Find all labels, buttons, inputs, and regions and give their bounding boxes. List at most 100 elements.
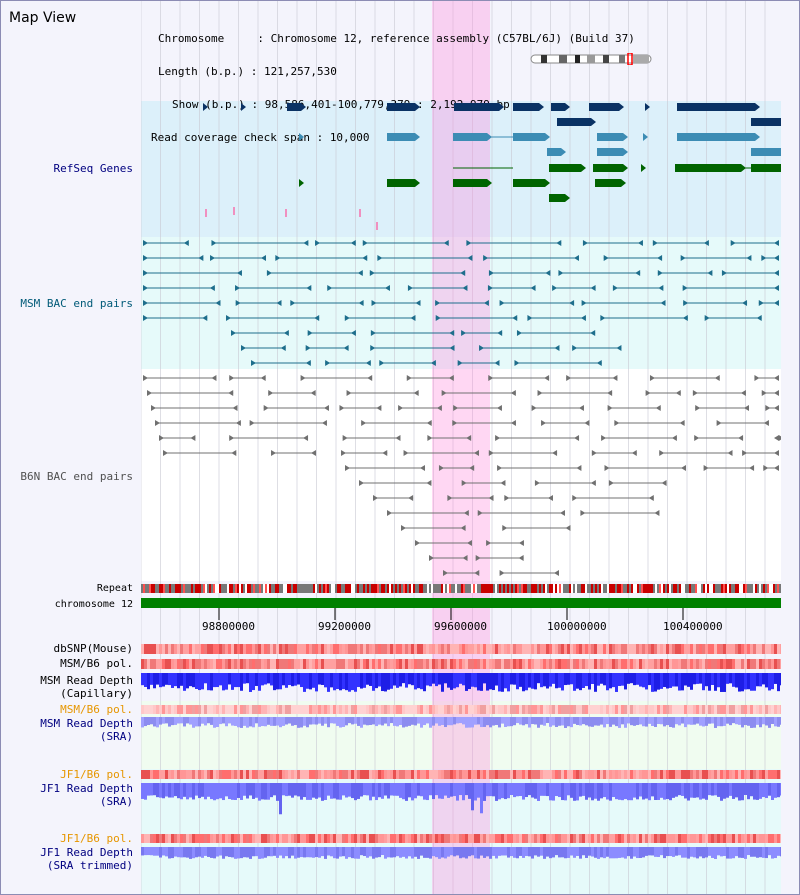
- repeat-mark: [499, 584, 501, 593]
- genome-tracks[interactable]: [141, 1, 781, 894]
- repeat-mark: [693, 584, 695, 593]
- track-label-msm-pol-2[interactable]: MSM/B6 pol.: [60, 703, 133, 716]
- jf1-pol-mark: [498, 770, 501, 779]
- jf1-pol-mark: [393, 770, 396, 779]
- jf1-pol-mark: [588, 770, 591, 779]
- jf1-pol-mark: [270, 770, 273, 779]
- jf1-pol-mark: [513, 770, 516, 779]
- jf1-depth-sra-bar: [498, 783, 501, 800]
- jf1-depth-sra-bar: [675, 783, 678, 797]
- repeat-mark: [773, 584, 775, 593]
- repeat-mark: [483, 584, 485, 593]
- jf1-depth-sra-bar: [318, 783, 321, 798]
- jf1-pol-mark: [738, 770, 741, 779]
- jf1-pol2-mark: [633, 834, 636, 843]
- jf1-pol-mark: [681, 770, 684, 779]
- msm-pol-mark: [282, 659, 285, 669]
- jf1-depth-trimmed-bar: [255, 847, 258, 857]
- jf1-pol2-mark: [402, 834, 405, 843]
- jf1-pol2-mark: [327, 834, 330, 843]
- dbsnp-mark: [204, 644, 207, 654]
- track-label-dbsnp[interactable]: dbSNP(Mouse): [53, 642, 133, 655]
- jf1-depth-trimmed-bar: [576, 847, 579, 856]
- repeat-mark: [339, 584, 341, 593]
- track-label-repeat[interactable]: Repeat: [96, 583, 133, 594]
- track-label-jf1-pol-2[interactable]: JF1/B6 pol.: [60, 832, 133, 845]
- repeat-mark: [253, 584, 255, 593]
- jf1-pol2-mark: [762, 834, 765, 843]
- msm-pol-mark: [735, 659, 738, 669]
- jf1-depth-trimmed-bar: [765, 847, 768, 859]
- msm-pol2-mark: [702, 705, 705, 714]
- b6n-bac-pair-end: [631, 450, 637, 456]
- msm-pol-mark: [603, 659, 606, 669]
- jf1-depth-trimmed-bar: [249, 847, 252, 859]
- b6n-bac-pair-end: [607, 390, 613, 396]
- track-label-chromosome[interactable]: chromosome 12: [54, 599, 133, 610]
- jf1-depth-trimmed-bar: [333, 847, 336, 859]
- dbsnp-mark: [579, 644, 582, 654]
- dbsnp-mark: [723, 644, 726, 654]
- track-label-msm-pol-1[interactable]: MSM/B6 pol.: [60, 657, 133, 670]
- jf1-pol2-mark: [249, 834, 252, 843]
- track-label-msm-depth-sra[interactable]: MSM Read Depth (SRA): [40, 717, 133, 743]
- jf1-pol2-mark: [534, 834, 537, 843]
- repeat-mark: [315, 584, 317, 593]
- jf1-depth-sra-bar: [408, 783, 411, 798]
- jf1-depth-trimmed-bar: [150, 847, 153, 856]
- repeat-mark: [513, 584, 515, 593]
- dbsnp-mark: [573, 644, 576, 654]
- gene-strand-arrow: [299, 179, 304, 187]
- jf1-pol-mark: [417, 770, 420, 779]
- jf1-depth-sra-bar: [312, 783, 315, 798]
- b6n-bac-pair-end: [466, 435, 472, 441]
- track-label-msm-bac[interactable]: MSM BAC end pairs: [20, 297, 133, 310]
- msm-depth-sra-bar: [264, 717, 267, 727]
- jf1-pol-mark: [312, 770, 315, 779]
- msm-bac-pair-end: [682, 315, 688, 321]
- selection-highlight[interactable]: [432, 1, 490, 894]
- msm-depth-sra-bar: [288, 717, 291, 724]
- track-label-b6n-bac[interactable]: B6N BAC end pairs: [20, 470, 133, 483]
- msm-pol-mark: [537, 659, 540, 669]
- jf1-depth-sra-bar: [630, 783, 633, 801]
- jf1-pol-mark: [333, 770, 336, 779]
- msm-pol-mark: [177, 659, 180, 669]
- msm-pol-mark: [249, 659, 252, 669]
- msm-pol2-mark: [570, 705, 573, 714]
- dbsnp-mark: [558, 644, 561, 654]
- msm-bac-pair-end: [407, 285, 413, 291]
- jf1-depth-trimmed-bar: [585, 847, 588, 858]
- msm-pol-mark: [330, 659, 333, 669]
- msm-pol-mark: [507, 659, 510, 669]
- repeat-mark: [775, 584, 777, 593]
- msm-bac-pair-end: [210, 255, 216, 261]
- msm-depth-capillary-bar: [330, 673, 333, 688]
- msm-pol2-mark: [627, 705, 630, 714]
- msm-depth-capillary-bar: [378, 673, 381, 687]
- chromosome-ideogram[interactable]: [529, 53, 653, 65]
- gene-exon-block: [453, 179, 487, 187]
- jf1-pol2-mark: [159, 834, 162, 843]
- msm-depth-sra-bar: [651, 717, 654, 726]
- track-label-jf1-depth-sra[interactable]: JF1 Read Depth (SRA): [40, 782, 133, 808]
- jf1-pol-mark: [654, 770, 657, 779]
- msm-pol-mark: [693, 659, 696, 669]
- msm-depth-sra-bar: [393, 717, 396, 726]
- repeat-mark: [557, 584, 559, 593]
- dbsnp-mark: [342, 644, 345, 654]
- b6n-bac-pair-end: [232, 405, 238, 411]
- track-label-refseq[interactable]: RefSeq Genes: [53, 162, 133, 175]
- repeat-mark: [337, 584, 339, 593]
- b6n-bac-pair-end: [359, 480, 364, 486]
- dbsnp-mark: [717, 644, 720, 654]
- dbsnp-mark: [210, 644, 213, 654]
- repeat-mark: [535, 584, 537, 593]
- track-label-jf1-depth-trimmed[interactable]: JF1 Read Depth (SRA trimmed): [40, 846, 133, 872]
- msm-depth-sra-bar: [678, 717, 681, 726]
- msm-depth-sra-bar: [318, 717, 321, 724]
- track-label-msm-depth-capillary[interactable]: MSM Read Depth (Capillary): [40, 674, 133, 700]
- track-label-jf1-pol-1[interactable]: JF1/B6 pol.: [60, 768, 133, 781]
- jf1-depth-trimmed-bar: [414, 847, 417, 857]
- repeat-mark: [475, 584, 477, 593]
